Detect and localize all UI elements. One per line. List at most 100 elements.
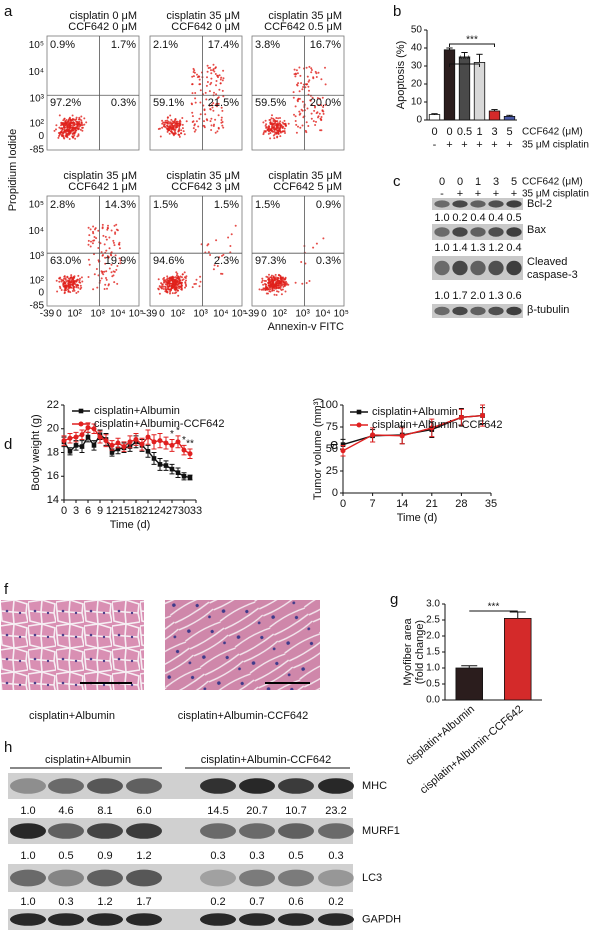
cell-dot [320, 119, 323, 122]
cell-dot [272, 128, 275, 130]
band-label: MURF1 [362, 825, 400, 837]
cell-dot [177, 281, 180, 284]
cell-dot [162, 288, 165, 290]
cell-dot [104, 235, 107, 238]
y-tick-label: 2.0 [426, 631, 440, 642]
cell-dot [119, 262, 122, 265]
cell-dot [322, 237, 325, 240]
cell-dot [282, 122, 285, 125]
cell-dot [192, 127, 195, 130]
cell-dot [277, 123, 280, 126]
cell-dot [311, 96, 314, 99]
lane-label: + [511, 188, 517, 200]
cell-dot [71, 283, 74, 286]
cell-dot [300, 82, 303, 85]
marker [91, 426, 97, 432]
blot-band [126, 823, 162, 839]
lane-label: 0 [439, 176, 445, 188]
marker [181, 447, 187, 453]
cell-dot [171, 279, 173, 282]
blot-band [200, 823, 236, 839]
cell-dot [215, 93, 218, 96]
cell-dot [115, 228, 118, 231]
y-axis-label: Myofiber area [402, 617, 414, 685]
quadrant-percent: 59.5% [255, 97, 286, 109]
cell-dot [182, 130, 185, 133]
significance-label: * [182, 435, 186, 446]
cell-dot [170, 128, 173, 131]
cell-dot [113, 224, 116, 227]
cell-dot [81, 126, 84, 129]
cell-dot [108, 247, 111, 250]
cell-dot [180, 285, 183, 288]
cell-dot [72, 281, 75, 284]
bar [488, 110, 501, 121]
cell-dot [212, 68, 215, 71]
cell-dot [105, 238, 108, 241]
cell-dot [209, 254, 212, 256]
x-tick-label: + [446, 139, 452, 151]
cell-dot [218, 74, 221, 77]
row-label: CCF642 (μM) [522, 177, 583, 188]
cell-dot [75, 292, 78, 294]
cell-dot [111, 275, 114, 278]
cell-dot [280, 284, 283, 287]
marker [145, 434, 151, 440]
plot-title: cisplatin 35 μM [63, 170, 137, 182]
significance-label: *** [459, 55, 471, 66]
blot-band [200, 913, 236, 926]
y-tick-label: 16 [47, 470, 59, 482]
quadrant-percent: 20.0% [310, 97, 341, 109]
blot-band [506, 200, 522, 208]
cell-dot [168, 276, 171, 279]
cell-dot [68, 126, 71, 129]
series-line [63, 426, 191, 455]
cell-dot [171, 284, 174, 287]
cell-dot [80, 119, 83, 122]
cell-dot [165, 289, 168, 292]
y-tick-label: 10³ [30, 93, 45, 104]
cell-dot [198, 83, 201, 86]
cell-dot [164, 285, 166, 288]
cell-dot [296, 100, 299, 103]
cell-dot [282, 276, 285, 279]
cell-dot [271, 123, 274, 126]
cell-dot [76, 135, 79, 138]
cell-dot [162, 285, 165, 288]
cell-dot [206, 81, 209, 83]
cell-dot [194, 92, 197, 94]
y-tick-label: 0 [38, 131, 44, 142]
cell-dot [63, 285, 66, 288]
cell-dot [267, 281, 270, 284]
cell-dot [178, 135, 181, 138]
y-tick-label: 3.0 [426, 599, 440, 610]
cell-dot [166, 130, 169, 133]
plot-title: cisplatin 35 μM [166, 10, 240, 22]
cell-dot [66, 276, 69, 279]
x-tick-label: 28 [455, 498, 467, 510]
cell-dot [87, 239, 90, 242]
band-quantity: 0.3 [58, 896, 73, 908]
cell-dot [293, 73, 296, 76]
band-quantity: 0.5 [288, 850, 303, 862]
cell-dot [293, 113, 295, 116]
marker [181, 473, 187, 479]
cell-dot [73, 275, 76, 278]
band-quantity: 0.4 [470, 212, 485, 224]
blot-band [318, 823, 354, 839]
band-quantity: 1.0 [434, 290, 449, 302]
marker [458, 414, 464, 420]
cell-dot [173, 133, 176, 135]
cell-dot [294, 75, 297, 78]
cell-dot [322, 106, 325, 108]
cell-dot [185, 120, 188, 123]
cell-dot [89, 228, 92, 231]
cell-dot [173, 280, 175, 283]
cell-dot [70, 276, 73, 279]
band-quantity: 1.0 [434, 212, 449, 224]
cell-dot [166, 275, 169, 278]
blot-band [318, 869, 354, 887]
cell-dot [63, 130, 66, 132]
cell-dot [210, 129, 213, 131]
